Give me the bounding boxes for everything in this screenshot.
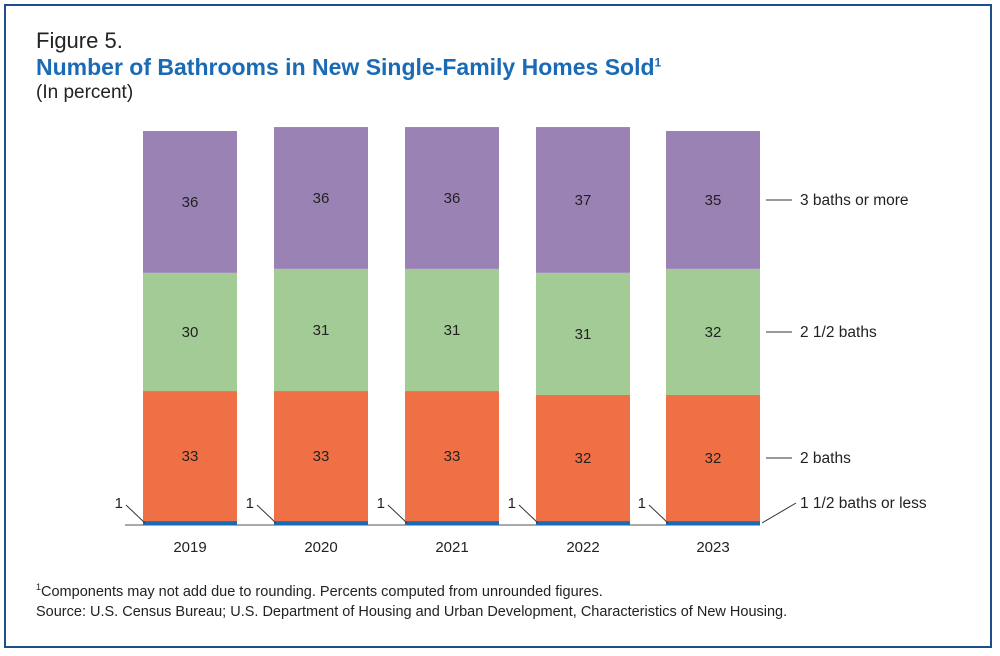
data-label: 35 bbox=[705, 192, 722, 209]
bar-segment bbox=[274, 521, 368, 525]
bar-segment bbox=[536, 521, 630, 525]
bar-segment bbox=[666, 131, 760, 269]
figure-label: Figure 5. bbox=[36, 28, 123, 53]
footnote: 1Components may not add due to rounding.… bbox=[36, 582, 603, 600]
chart-title: Number of Bathrooms in New Single-Family… bbox=[36, 54, 661, 81]
data-label: 32 bbox=[705, 450, 722, 467]
title-footnote-mark: 1 bbox=[654, 55, 662, 70]
bar-segment bbox=[143, 391, 237, 522]
data-label: 32 bbox=[705, 324, 722, 341]
data-label: 31 bbox=[313, 322, 330, 339]
bar-segment bbox=[274, 268, 368, 392]
bar-segment bbox=[405, 127, 499, 269]
leader-line bbox=[648, 504, 669, 524]
footnote-text: Components may not add due to rounding. … bbox=[41, 583, 603, 600]
legend-label: 3 baths or more bbox=[800, 192, 909, 209]
data-label: 1 bbox=[377, 495, 385, 512]
bar-segment bbox=[274, 127, 368, 269]
bar-segment bbox=[666, 268, 760, 395]
leader-line bbox=[387, 504, 408, 524]
data-label: 36 bbox=[444, 190, 461, 207]
leader-line bbox=[518, 504, 539, 524]
data-label: 1 bbox=[115, 495, 123, 512]
x-tick-label: 2022 bbox=[566, 539, 599, 556]
data-label: 33 bbox=[182, 448, 199, 465]
chart-subtitle: (In percent) bbox=[36, 82, 134, 103]
data-label: 1 bbox=[638, 495, 646, 512]
bar-segment bbox=[536, 394, 630, 522]
bar-segment bbox=[405, 268, 499, 392]
legend-label: 2 baths bbox=[800, 450, 851, 467]
data-label: 1 bbox=[508, 495, 516, 512]
bar-segment bbox=[405, 521, 499, 525]
bar-segment bbox=[536, 272, 630, 395]
data-label: 33 bbox=[313, 448, 330, 465]
legend-leader-line bbox=[761, 502, 797, 524]
bar-segment bbox=[666, 394, 760, 522]
legend-label: 2 1/2 baths bbox=[800, 324, 877, 341]
footnote-mark: 1 bbox=[36, 582, 42, 592]
data-label: 1 bbox=[246, 495, 254, 512]
bar-segment bbox=[666, 521, 760, 525]
bar-segment bbox=[143, 272, 237, 392]
data-label: 30 bbox=[182, 324, 199, 341]
data-label: 32 bbox=[575, 450, 592, 467]
bar-segment bbox=[143, 131, 237, 273]
x-tick-label: 2020 bbox=[304, 539, 337, 556]
data-label: 37 bbox=[575, 192, 592, 209]
bar-segment bbox=[536, 127, 630, 273]
x-tick-label: 2023 bbox=[696, 539, 729, 556]
x-tick-label: 2019 bbox=[173, 539, 206, 556]
data-label: 36 bbox=[313, 190, 330, 207]
data-label: 31 bbox=[575, 326, 592, 343]
source-note: Source: U.S. Census Bureau; U.S. Departm… bbox=[36, 604, 788, 620]
bar-segment bbox=[405, 391, 499, 522]
data-label: 31 bbox=[444, 322, 461, 339]
bar-segment bbox=[274, 391, 368, 522]
chart-title-text: Number of Bathrooms in New Single-Family… bbox=[36, 54, 655, 80]
x-tick-label: 2021 bbox=[435, 539, 468, 556]
legend-label: 1 1/2 baths or less bbox=[800, 495, 927, 512]
data-label: 33 bbox=[444, 448, 461, 465]
leader-line bbox=[256, 504, 277, 524]
bar-segment bbox=[143, 521, 237, 525]
data-label: 36 bbox=[182, 194, 199, 211]
leader-line bbox=[125, 504, 146, 524]
